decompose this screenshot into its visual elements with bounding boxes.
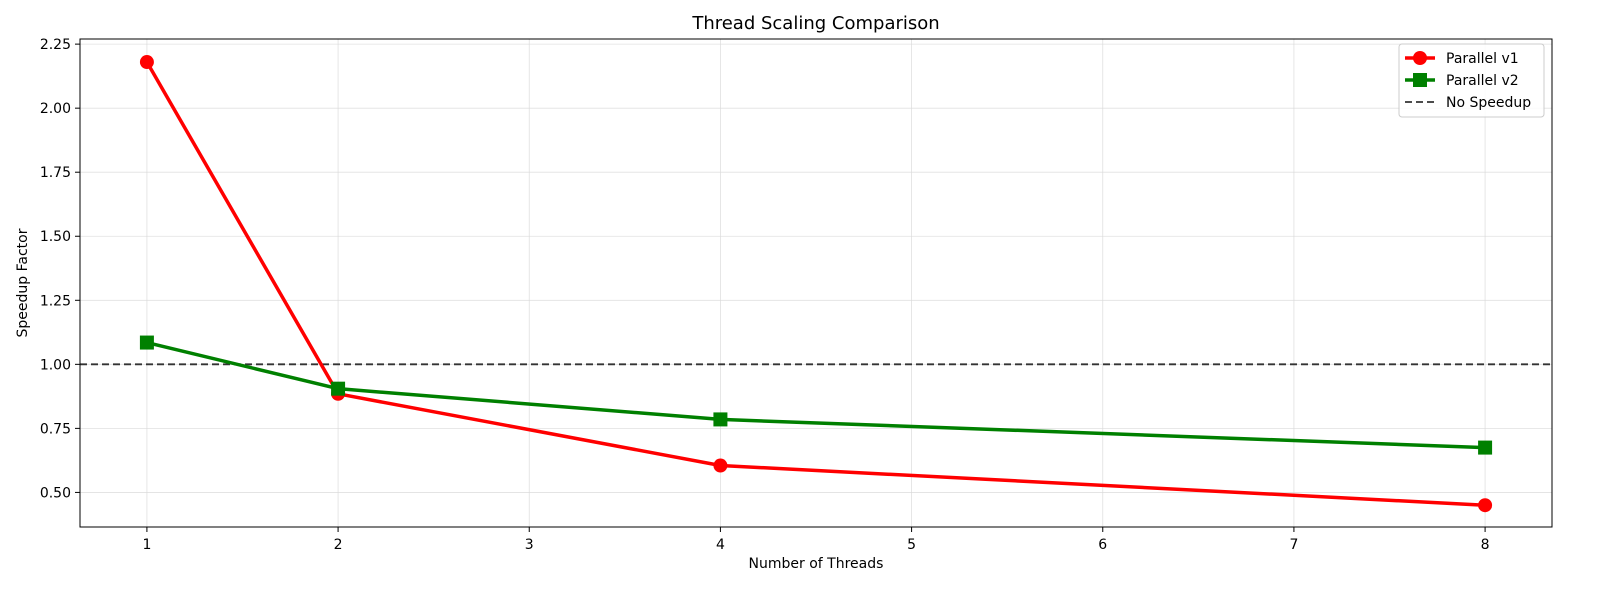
y-tick-label: 1.50 xyxy=(40,229,71,245)
data-point-marker xyxy=(139,335,154,350)
legend-label: No Speedup xyxy=(1446,95,1531,111)
y-tick-label: 1.25 xyxy=(40,293,71,309)
x-tick-label: 7 xyxy=(1289,537,1298,553)
series-line-2 xyxy=(146,340,1486,450)
data-point-marker xyxy=(1478,498,1493,513)
x-tick-label: 4 xyxy=(716,537,725,553)
y-tick-label: 1.75 xyxy=(40,165,71,181)
data-point-marker xyxy=(139,55,154,70)
y-tick-label: 2.25 xyxy=(40,37,71,53)
x-axis-title: Number of Threads xyxy=(749,556,884,572)
legend-label: Parallel v1 xyxy=(1446,51,1519,67)
plot-frame xyxy=(79,38,1553,528)
legend-box xyxy=(1398,43,1545,118)
legend-marker xyxy=(1413,73,1427,87)
x-tick-label: 2 xyxy=(334,537,343,553)
x-tick-label: 6 xyxy=(1098,537,1107,553)
y-tick-label: 0.75 xyxy=(40,421,71,437)
y-tick-label: 0.50 xyxy=(40,485,71,501)
legend-label: Parallel v2 xyxy=(1446,73,1519,89)
chart-title: Thread Scaling Comparison xyxy=(691,13,939,34)
x-tick-label: 1 xyxy=(142,537,151,553)
data-point-marker xyxy=(713,458,728,473)
series-group xyxy=(139,55,1493,513)
legend-marker xyxy=(1413,51,1427,65)
x-tick-label: 5 xyxy=(907,537,916,553)
y-axis-title: Speedup Factor xyxy=(15,228,31,337)
x-tick-label: 8 xyxy=(1481,537,1490,553)
y-tick-label: 1.00 xyxy=(40,357,71,373)
data-point-marker xyxy=(713,412,728,427)
y-tick-label: 2.00 xyxy=(40,101,71,117)
legend: Parallel v1 Parallel v2 No Speedup xyxy=(1398,43,1545,118)
x-tick-label: 3 xyxy=(525,537,534,553)
data-point-marker xyxy=(1478,440,1493,455)
axis-ticks: 1 2 3 4 5 6 7 8 0.50 0.75 1.00 1.25 1.50 1.75 2.00 2.25 xyxy=(40,37,1490,553)
grid-lines xyxy=(80,39,1552,527)
data-point-marker xyxy=(331,381,346,396)
series-line-1 xyxy=(145,61,1486,507)
